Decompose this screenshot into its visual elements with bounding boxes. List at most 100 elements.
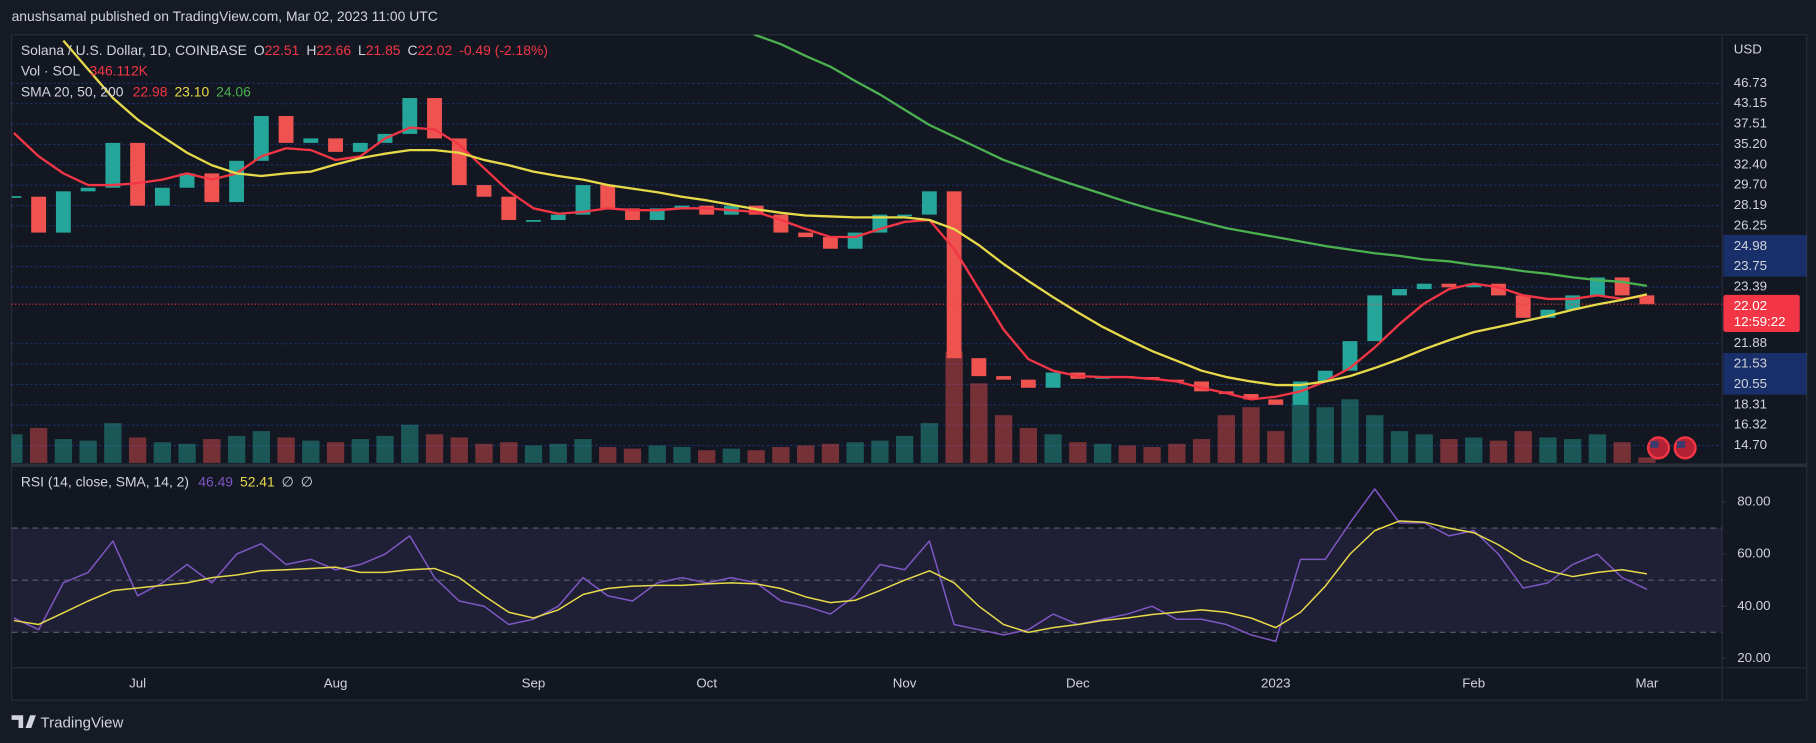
last-price-label: 22.02 bbox=[1734, 298, 1767, 313]
price-axis-label: 35.20 bbox=[1734, 136, 1767, 151]
candle-body bbox=[674, 205, 690, 209]
volume-bar bbox=[747, 450, 765, 463]
rsi-layer bbox=[11, 488, 1723, 643]
candle-body bbox=[1367, 295, 1383, 342]
ohlc-value: 22.02 bbox=[418, 42, 453, 58]
rsi-tick-label: 80.00 bbox=[1737, 493, 1770, 508]
candle-body bbox=[1020, 379, 1036, 388]
axis-highlight bbox=[1723, 352, 1807, 395]
change: -0.49 (-2.18%) bbox=[459, 42, 548, 58]
price-axis-label: 21.53 bbox=[1734, 356, 1767, 371]
candle-body bbox=[11, 196, 22, 198]
candle-body bbox=[1416, 283, 1432, 290]
volume-bar bbox=[1316, 407, 1334, 463]
volume-bar bbox=[450, 437, 468, 463]
volume-bar bbox=[1267, 431, 1285, 463]
candle-body bbox=[1293, 381, 1308, 405]
candle-body bbox=[1317, 370, 1333, 382]
volume-bar bbox=[1291, 391, 1310, 463]
x-tick-label: Sep bbox=[522, 675, 546, 690]
volume-bar bbox=[1465, 437, 1483, 463]
candle-body bbox=[1441, 283, 1457, 288]
volume-bar bbox=[1019, 427, 1038, 463]
rsi-line bbox=[13, 488, 1648, 643]
volume-legend: Vol · SOL 346.112K bbox=[21, 62, 149, 78]
candle-body bbox=[822, 237, 838, 249]
candle-body bbox=[328, 138, 343, 152]
x-tick-label: 2023 bbox=[1261, 675, 1291, 690]
volume-bar bbox=[1539, 437, 1557, 463]
ohlc-value: 21.85 bbox=[366, 42, 401, 58]
candle-body bbox=[154, 187, 170, 206]
sma-value: 23.10 bbox=[174, 83, 209, 99]
volume-bar bbox=[153, 442, 172, 463]
candle-body bbox=[946, 191, 962, 359]
volume-bar bbox=[376, 435, 394, 463]
volume-bar bbox=[871, 440, 889, 463]
candle-body bbox=[303, 138, 319, 143]
candle-body bbox=[921, 191, 937, 215]
brand: TradingView bbox=[41, 714, 124, 731]
candle-body bbox=[105, 142, 121, 188]
price-axis-label: 29.70 bbox=[1734, 177, 1767, 192]
candle-body bbox=[501, 196, 517, 221]
candle-body bbox=[1045, 372, 1061, 388]
candle-body bbox=[55, 191, 71, 233]
axis-highlight bbox=[1723, 234, 1807, 277]
volume-bar bbox=[549, 443, 567, 463]
volume-bar bbox=[425, 434, 444, 463]
volume-bar bbox=[994, 415, 1013, 463]
candle-body bbox=[179, 173, 195, 188]
candle-body bbox=[80, 187, 96, 192]
sma-line bbox=[752, 34, 1648, 288]
symbol-legend: Solana / U.S. Dollar, 1D, COINBASE O22.51… bbox=[21, 42, 548, 58]
volume-bar bbox=[1168, 443, 1186, 463]
rsi-legend: RSI (14, close, SMA, 14, 2) 46.49 52.41 ∅ ∅ bbox=[21, 473, 313, 489]
volume-title: Vol · SOL bbox=[21, 62, 81, 78]
volume-bar bbox=[1564, 439, 1582, 463]
candle-body bbox=[699, 205, 715, 215]
candle-body bbox=[600, 185, 616, 209]
last-price-badge bbox=[1723, 294, 1800, 332]
candle-body bbox=[550, 214, 566, 221]
volume-bar bbox=[178, 443, 196, 463]
volume-bar bbox=[1514, 431, 1532, 463]
price-axis-label: 21.88 bbox=[1734, 335, 1767, 350]
chart-frame bbox=[11, 34, 1808, 701]
x-tick-label: Feb bbox=[1462, 675, 1485, 690]
volume-bar bbox=[1093, 443, 1112, 463]
sma-title: SMA 20, 50, 200 bbox=[21, 83, 124, 99]
candle-body bbox=[897, 214, 913, 217]
volume-bar bbox=[772, 447, 790, 463]
candle-body bbox=[1342, 341, 1358, 371]
candle-body bbox=[798, 232, 814, 238]
volume-bar bbox=[920, 423, 939, 463]
volume-bar bbox=[79, 440, 97, 463]
candle-body bbox=[229, 160, 245, 203]
volume-bar bbox=[895, 435, 914, 463]
candle-body bbox=[352, 142, 368, 152]
volume-bar bbox=[846, 442, 864, 463]
volume-bar bbox=[1069, 442, 1087, 463]
price-axis-label: 20.55 bbox=[1734, 376, 1767, 391]
candle-body bbox=[649, 208, 665, 221]
sma-line bbox=[62, 39, 1648, 387]
candle-body bbox=[1614, 277, 1630, 296]
symbol-title: Solana / U.S. Dollar, 1D, COINBASE bbox=[21, 42, 247, 58]
volume-bar bbox=[648, 445, 666, 463]
sma-value: 24.06 bbox=[216, 83, 251, 99]
candle-body bbox=[204, 173, 220, 203]
volume-bar bbox=[1613, 442, 1631, 463]
x-tick-label: Nov bbox=[893, 675, 917, 690]
volume-bar bbox=[1044, 434, 1062, 463]
candle-body bbox=[253, 115, 269, 161]
rsi-line bbox=[13, 520, 1648, 634]
volume-bar bbox=[821, 443, 840, 463]
volume-bar bbox=[1440, 439, 1458, 463]
price-axis-label: 37.51 bbox=[1734, 116, 1767, 131]
published-note: anushsamal published on TradingView.com,… bbox=[12, 8, 438, 24]
volume-bar bbox=[1390, 431, 1409, 463]
price-axis-label: 24.98 bbox=[1734, 238, 1767, 253]
volume-bar bbox=[11, 434, 23, 463]
